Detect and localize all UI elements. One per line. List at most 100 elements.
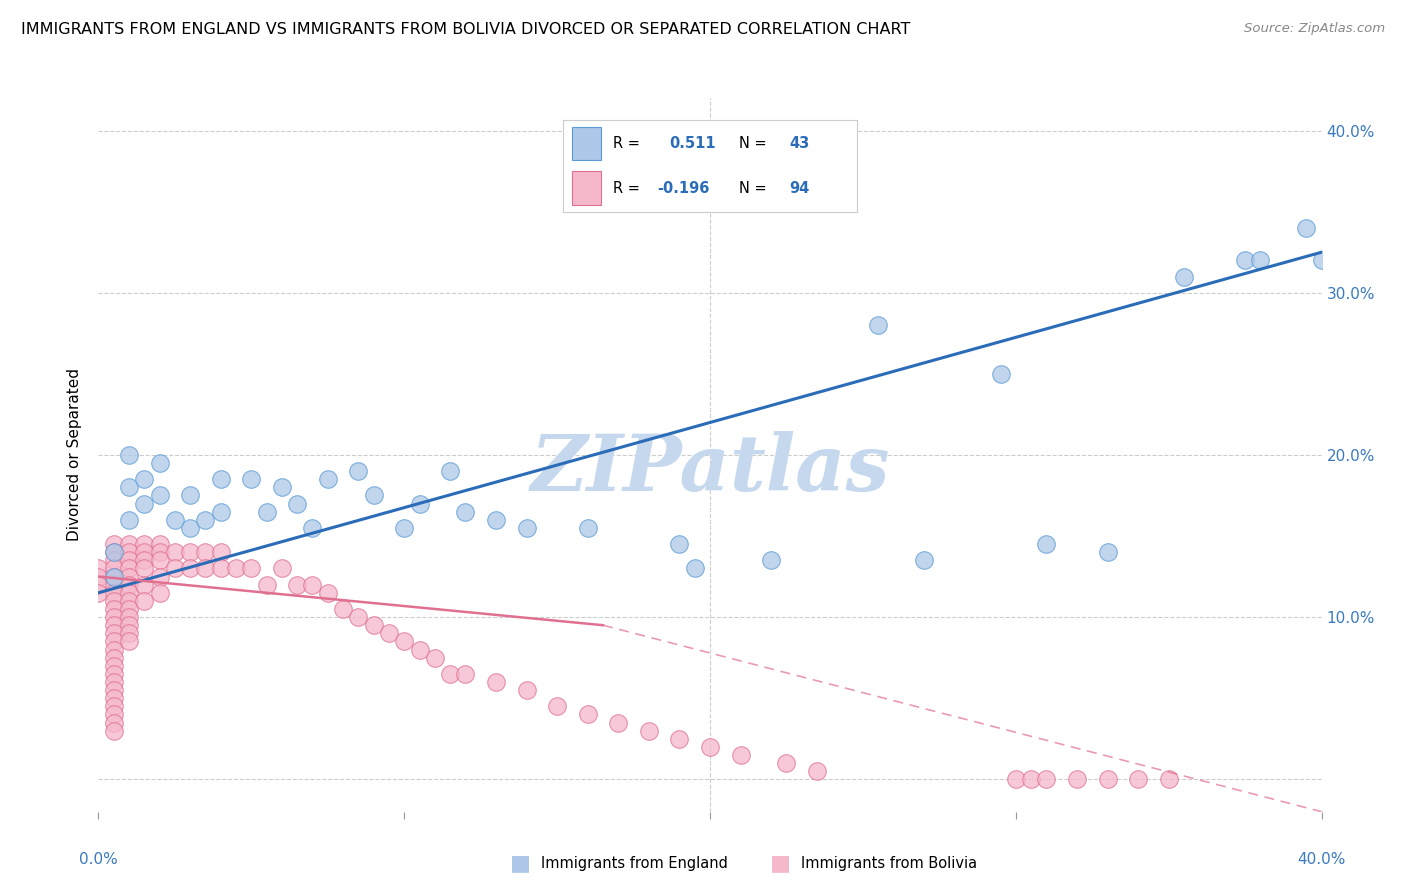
Point — [149, 537, 172, 551]
Point — [103, 537, 125, 551]
Y-axis label: Divorced or Separated: Divorced or Separated — [67, 368, 83, 541]
Point — [270, 480, 292, 494]
Point — [1157, 772, 1180, 787]
Text: Immigrants from England: Immigrants from England — [541, 856, 728, 871]
Point — [103, 626, 125, 640]
Point — [270, 561, 292, 575]
Point — [668, 537, 690, 551]
Point — [408, 642, 430, 657]
Point — [806, 764, 828, 779]
Point — [301, 577, 323, 591]
Point — [454, 505, 477, 519]
Point — [1295, 220, 1317, 235]
Point — [1310, 253, 1333, 268]
Text: ■: ■ — [770, 854, 790, 873]
Point — [149, 488, 172, 502]
Point — [103, 577, 125, 591]
Point — [209, 472, 232, 486]
Point — [637, 723, 661, 738]
Point — [332, 602, 354, 616]
Point — [1249, 253, 1271, 268]
Point — [179, 545, 201, 559]
Point — [118, 634, 141, 648]
Point — [240, 561, 263, 575]
Point — [87, 569, 110, 583]
Text: -0.196: -0.196 — [657, 181, 710, 195]
Point — [209, 561, 232, 575]
Point — [103, 545, 125, 559]
Point — [316, 586, 339, 600]
Text: ZIPatlas: ZIPatlas — [530, 431, 890, 508]
Point — [134, 497, 156, 511]
Text: N =: N = — [740, 181, 768, 195]
Bar — [572, 171, 602, 205]
Point — [775, 756, 797, 770]
Point — [118, 602, 141, 616]
Point — [990, 367, 1012, 381]
Point — [103, 666, 125, 681]
Point — [118, 594, 141, 608]
Point — [134, 537, 156, 551]
Point — [103, 545, 125, 559]
Text: 94: 94 — [789, 181, 810, 195]
Point — [103, 586, 125, 600]
Point — [118, 586, 141, 600]
Point — [378, 626, 401, 640]
Point — [103, 553, 125, 567]
Point — [103, 707, 125, 722]
Point — [607, 715, 630, 730]
Point — [485, 513, 508, 527]
Point — [1066, 772, 1088, 787]
Point — [118, 626, 141, 640]
Point — [103, 561, 125, 575]
Point — [134, 594, 156, 608]
Point — [163, 513, 186, 527]
Point — [103, 602, 125, 616]
Point — [516, 683, 538, 698]
Point — [118, 610, 141, 624]
Point — [103, 650, 125, 665]
Point — [103, 610, 125, 624]
Point — [118, 545, 141, 559]
Point — [699, 739, 721, 754]
Point — [759, 553, 782, 567]
Point — [118, 480, 141, 494]
Point — [392, 521, 416, 535]
Point — [103, 691, 125, 706]
Point — [103, 699, 125, 714]
Point — [179, 488, 201, 502]
Point — [103, 675, 125, 690]
Point — [134, 545, 156, 559]
Point — [1234, 253, 1257, 268]
Point — [179, 521, 201, 535]
Point — [134, 553, 156, 567]
Point — [285, 497, 308, 511]
Point — [1097, 545, 1119, 559]
Point — [683, 561, 706, 575]
Point — [1035, 537, 1057, 551]
Point — [163, 561, 186, 575]
Point — [163, 545, 186, 559]
Point — [1097, 772, 1119, 787]
Point — [118, 513, 141, 527]
Bar — [572, 127, 602, 161]
Text: 0.511: 0.511 — [669, 136, 716, 151]
Point — [392, 634, 416, 648]
Point — [87, 577, 110, 591]
Text: Immigrants from Bolivia: Immigrants from Bolivia — [801, 856, 977, 871]
Point — [912, 553, 935, 567]
Point — [516, 521, 538, 535]
Point — [576, 707, 599, 722]
Point — [194, 545, 217, 559]
Point — [1019, 772, 1042, 787]
Point — [149, 586, 172, 600]
Point — [194, 513, 217, 527]
Point — [179, 561, 201, 575]
Point — [1035, 772, 1057, 787]
Point — [134, 577, 156, 591]
Point — [87, 561, 110, 575]
Point — [868, 318, 890, 333]
Point — [194, 561, 217, 575]
Point — [103, 569, 125, 583]
Point — [408, 497, 430, 511]
